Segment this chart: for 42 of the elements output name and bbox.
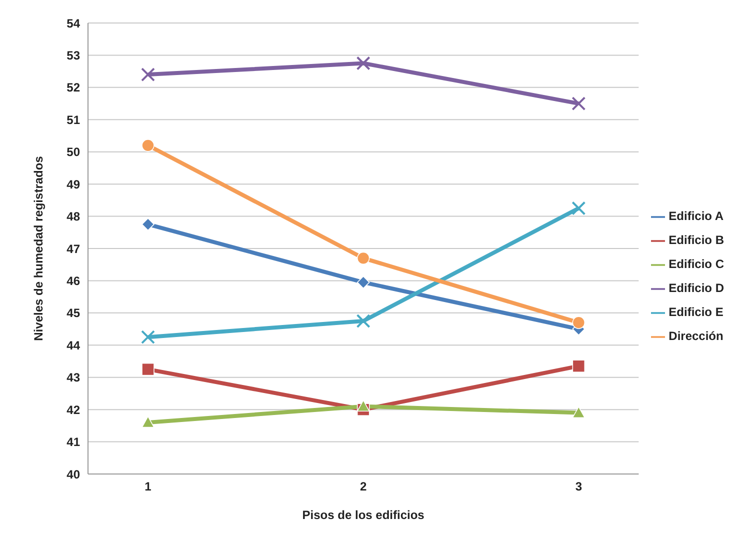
legend-label: Edificio E xyxy=(668,305,724,319)
y-tick-label: 40 xyxy=(66,467,80,482)
point xyxy=(572,360,586,372)
y-tick-label: 52 xyxy=(66,80,80,95)
point xyxy=(142,362,154,376)
y-tick-label: 47 xyxy=(66,242,80,256)
x-tick-label: 3 xyxy=(575,480,582,494)
point xyxy=(142,218,154,231)
point xyxy=(572,406,586,418)
point xyxy=(141,68,155,82)
legend-label: Edificio D xyxy=(668,281,724,295)
point xyxy=(356,314,370,328)
point xyxy=(142,416,154,428)
y-tick-label: 50 xyxy=(66,145,80,160)
y-tick-label: 53 xyxy=(66,48,80,62)
y-tick-label: 44 xyxy=(66,338,80,352)
y-tick-label: 42 xyxy=(66,402,80,417)
point xyxy=(141,330,155,344)
y-tick-label: 43 xyxy=(66,370,80,385)
x-axis-title: Pisos de los edificios xyxy=(302,508,425,522)
point xyxy=(356,252,370,265)
y-tick-label: 41 xyxy=(66,435,80,450)
y-tick-label: 54 xyxy=(66,16,80,30)
legend-label: Edificio B xyxy=(668,233,724,247)
point xyxy=(356,400,370,412)
y-tick-label: 51 xyxy=(66,112,80,127)
point xyxy=(572,96,586,111)
y-tick-label: 48 xyxy=(66,210,80,224)
y-tick-label: 45 xyxy=(66,306,80,320)
point xyxy=(142,139,154,152)
y-tick-label: 46 xyxy=(66,274,80,288)
point xyxy=(356,276,370,289)
legend-label: Edificio C xyxy=(668,257,724,271)
point xyxy=(356,56,370,70)
point xyxy=(572,201,586,216)
legend-label: Edificio A xyxy=(668,209,724,223)
x-tick-label: 1 xyxy=(144,480,152,494)
legend-label: Dirección xyxy=(668,329,724,343)
y-tick-label: 49 xyxy=(66,177,80,192)
y-axis-title: Niveles de humedad registrados xyxy=(31,156,46,341)
x-tick-label: 2 xyxy=(360,480,367,494)
point xyxy=(572,316,586,329)
